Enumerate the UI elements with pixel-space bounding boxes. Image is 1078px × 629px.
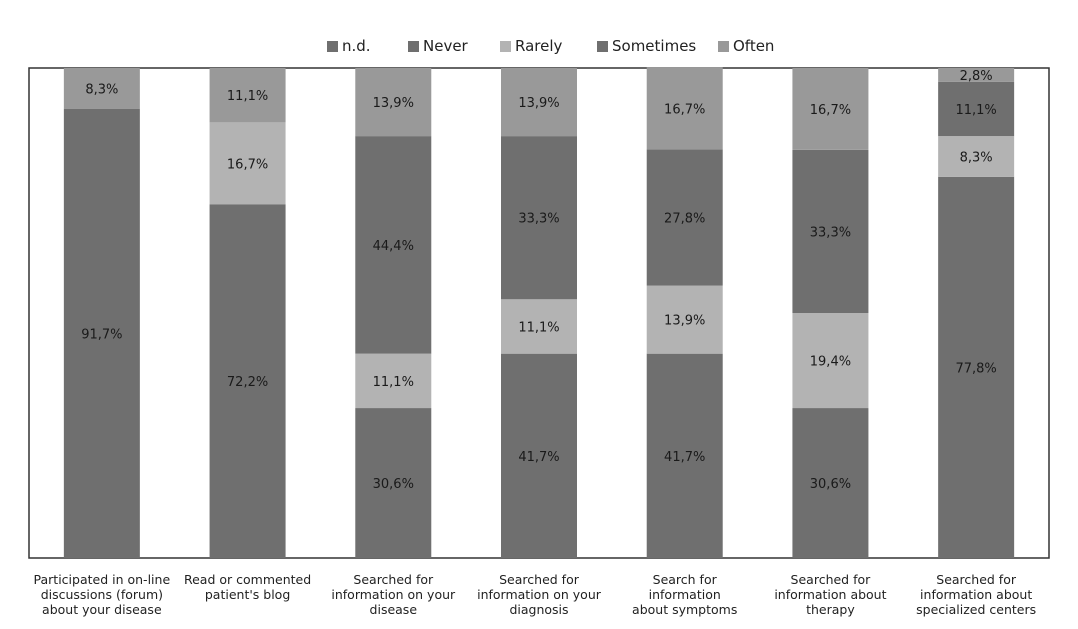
category-label-line: patient's blog — [204, 587, 291, 602]
category-label-line: Search for information — [648, 572, 721, 602]
legend-label: Never — [423, 37, 468, 55]
bar-segment-rarely-4 — [646, 285, 723, 354]
legend-item: n.d. — [327, 36, 371, 56]
legend-item: Rarely — [500, 36, 562, 56]
category-label-line: discussions (forum) — [40, 587, 163, 602]
data-label: 27,8% — [664, 211, 705, 226]
bar-segment-sometimes-5 — [792, 149, 869, 313]
bar-segment-rarely-6 — [938, 136, 1015, 177]
category-label-line: Searched for — [499, 572, 579, 587]
legend-item: Never — [408, 36, 468, 56]
category-label-line: Read or commented — [183, 572, 312, 587]
category-label-line: Participated in on-line — [33, 572, 171, 587]
data-label: 77,8% — [955, 361, 996, 376]
category-label: Read or commented patient's blog — [178, 572, 318, 602]
category-label-line: diagnosis — [509, 602, 569, 617]
bar-segment-often-4 — [646, 67, 723, 150]
bar-segment-sometimes-4 — [646, 149, 723, 286]
data-label: 16,7% — [664, 102, 705, 117]
data-label: 44,4% — [373, 239, 414, 254]
bar-segment-never-6 — [938, 176, 1015, 558]
data-label: 11,1% — [955, 103, 996, 118]
category-label: Search for information about symptoms — [615, 572, 755, 617]
category-label-line: specialized centers — [916, 602, 1037, 617]
legend-swatch — [500, 40, 511, 52]
bar-segment-often-6 — [938, 68, 1015, 82]
legend-swatch — [718, 40, 729, 52]
bar-segment-rarely-1 — [209, 122, 286, 205]
category-label: Searched for information about specialized… — [906, 572, 1046, 617]
data-label: 11,1% — [227, 89, 268, 104]
category-label-line: information about — [920, 587, 1033, 602]
data-label: 19,4% — [810, 355, 851, 370]
data-label: 13,9% — [518, 96, 559, 111]
data-label: 33,3% — [518, 212, 559, 227]
category-label-line: Searched for — [790, 572, 871, 587]
data-label: 13,9% — [373, 96, 414, 111]
bar-segment-often-5 — [792, 68, 869, 150]
category-label-line: disease — [369, 602, 418, 617]
legend-item: Sometimes — [597, 36, 696, 56]
category-label-line: Searched for — [353, 572, 434, 587]
bar-segment-often-2 — [355, 68, 432, 137]
data-label: 8,3% — [960, 150, 993, 165]
data-label: 11,1% — [373, 375, 414, 390]
legend-item: Often — [718, 36, 774, 56]
category-label: Searched for information about therapy — [760, 572, 900, 617]
bar-segment-rarely-2 — [355, 353, 432, 409]
category-label-line: information on your — [477, 587, 601, 602]
data-label: 13,9% — [664, 314, 705, 329]
bar-segment-often-1 — [209, 68, 286, 123]
bar-segment-never-4 — [646, 353, 723, 558]
bar-segment-never-2 — [355, 408, 432, 558]
bar-segment-sometimes-6 — [938, 81, 1015, 137]
category-label-line: about your disease — [42, 602, 162, 617]
data-label: 41,7% — [518, 450, 559, 465]
data-label: 72,2% — [227, 375, 268, 390]
bar-segment-sometimes-2 — [355, 136, 432, 354]
data-label: 30,6% — [373, 477, 414, 492]
data-label: 16,7% — [227, 157, 268, 172]
data-label: 16,7% — [810, 103, 851, 118]
bar-segment-often-0 — [63, 68, 140, 109]
bar-segment-rarely-3 — [501, 299, 577, 354]
category-label: Searched for information on your disease — [323, 572, 463, 617]
legend-label: n.d. — [342, 37, 371, 55]
legend-swatch — [408, 40, 419, 52]
bar-segment-never-5 — [792, 408, 869, 558]
bar-segment-never-3 — [501, 353, 577, 558]
legend-swatch — [597, 40, 608, 52]
bar-segment-often-3 — [501, 68, 577, 137]
data-label: 8,3% — [85, 82, 118, 97]
category-label-line: about symptoms — [632, 602, 738, 617]
legend-label: Rarely — [515, 37, 563, 55]
category-label: Participated in on-line discussions (foru… — [32, 572, 172, 617]
data-label: 30,6% — [810, 477, 851, 492]
data-label: 41,7% — [664, 450, 705, 465]
legend-label: Often — [733, 37, 775, 55]
data-label: 11,1% — [518, 320, 559, 335]
bar-segment-rarely-5 — [792, 313, 869, 409]
category-label-line: Searched for — [936, 572, 1016, 587]
category-label-line: information on your — [331, 587, 456, 602]
category-label: Searched for information on your diagnosis — [469, 572, 609, 617]
bar-segment-sometimes-3 — [501, 136, 577, 300]
data-label: 91,7% — [81, 327, 122, 342]
legend-label: Sometimes — [612, 37, 697, 55]
bar-segment-never-1 — [209, 204, 286, 558]
category-label-line: information about — [774, 587, 887, 602]
data-label: 2,8% — [960, 69, 993, 84]
data-label: 33,3% — [810, 225, 851, 240]
legend-swatch — [327, 40, 338, 52]
bar-segment-never-0 — [63, 108, 140, 559]
category-label-line: therapy — [806, 602, 855, 617]
